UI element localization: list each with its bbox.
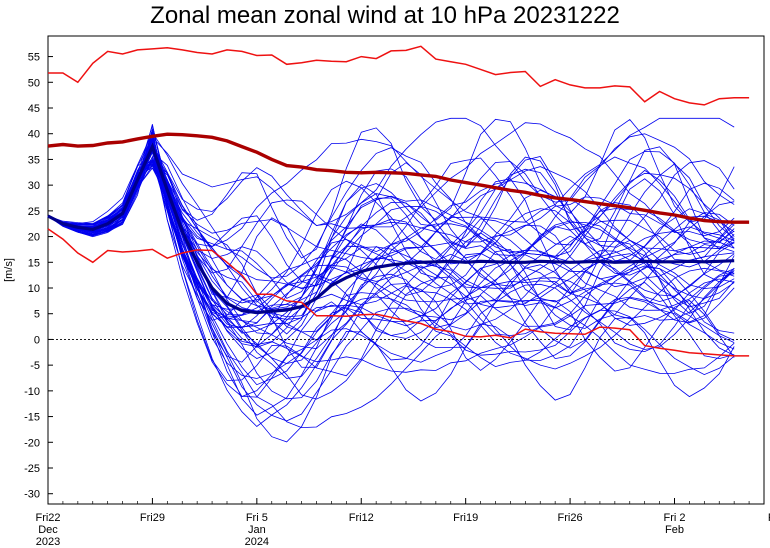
ensemble-member-line	[47, 164, 735, 386]
x-tick-label: Fri12	[349, 512, 374, 524]
ensemble-layer	[47, 117, 735, 443]
y-tick-label: -30	[24, 489, 40, 501]
ensemble-member-line	[47, 147, 735, 328]
ensemble-member-line	[47, 151, 735, 303]
ensemble-member-line	[47, 160, 735, 400]
x-tick-label: Fri22	[35, 512, 60, 524]
y-tick-label: 0	[34, 334, 40, 346]
climatology-layer	[47, 45, 750, 357]
y-tick-label: -25	[24, 463, 40, 475]
y-tick-label: 20	[28, 232, 40, 244]
climatology-mean-line	[47, 132, 750, 224]
y-tick-label: 15	[28, 257, 40, 269]
x-tick-label: Fri 9	[768, 512, 770, 524]
x-tick-label: Jan	[248, 524, 266, 536]
x-tick-label: 2024	[245, 536, 269, 548]
climatology-bound-line	[48, 45, 750, 106]
y-axis-label: [m/s]	[3, 258, 15, 282]
x-tick-label: Fri19	[453, 512, 478, 524]
ensemble-member-line	[47, 124, 735, 287]
y-tick-label: 10	[28, 283, 40, 295]
y-tick-label: 45	[28, 103, 40, 115]
y-tick-label: 25	[28, 206, 40, 218]
y-tick-label: -20	[24, 437, 40, 449]
x-tick-label: Fri29	[140, 512, 165, 524]
climatology-bound-line	[47, 228, 750, 357]
y-tick-label: 55	[28, 52, 40, 64]
x-tick-label: 2023	[36, 536, 60, 548]
ensemble-member-line	[47, 138, 735, 320]
plot-frame	[47, 35, 765, 505]
x-tick-label: Fri 5	[246, 512, 268, 524]
ensemble-member-line	[47, 163, 735, 333]
y-tick-label: -15	[24, 412, 40, 424]
y-tick-label: 30	[28, 180, 40, 192]
ensemble-member-line	[47, 135, 735, 398]
y-tick-label: -10	[24, 386, 40, 398]
chart-title: Zonal mean zonal wind at 10 hPa 20231222	[150, 2, 620, 29]
ensemble-member-line	[47, 158, 735, 422]
ensemble-member-line	[47, 157, 735, 316]
ensemble-member-line	[47, 167, 735, 379]
axis-layer: 5550454035302520151050-5-10-15-20-25-30F…	[24, 52, 770, 548]
y-tick-label: 40	[28, 129, 40, 141]
x-tick-label: Fri26	[558, 512, 583, 524]
y-tick-label: 5	[34, 309, 40, 321]
y-tick-label: 35	[28, 154, 40, 166]
ensemble-member-line	[47, 129, 735, 322]
x-tick-label: Dec	[38, 524, 58, 536]
x-tick-label: Fri 2	[664, 512, 686, 524]
ensemble-member-line	[47, 122, 735, 237]
ensemble-mean-line	[47, 142, 735, 315]
y-tick-label: 50	[28, 77, 40, 89]
x-tick-label: Feb	[665, 524, 684, 536]
y-tick-label: -5	[30, 360, 40, 372]
ensemble-member-line	[47, 137, 735, 443]
ensemble-member-line	[47, 149, 735, 397]
